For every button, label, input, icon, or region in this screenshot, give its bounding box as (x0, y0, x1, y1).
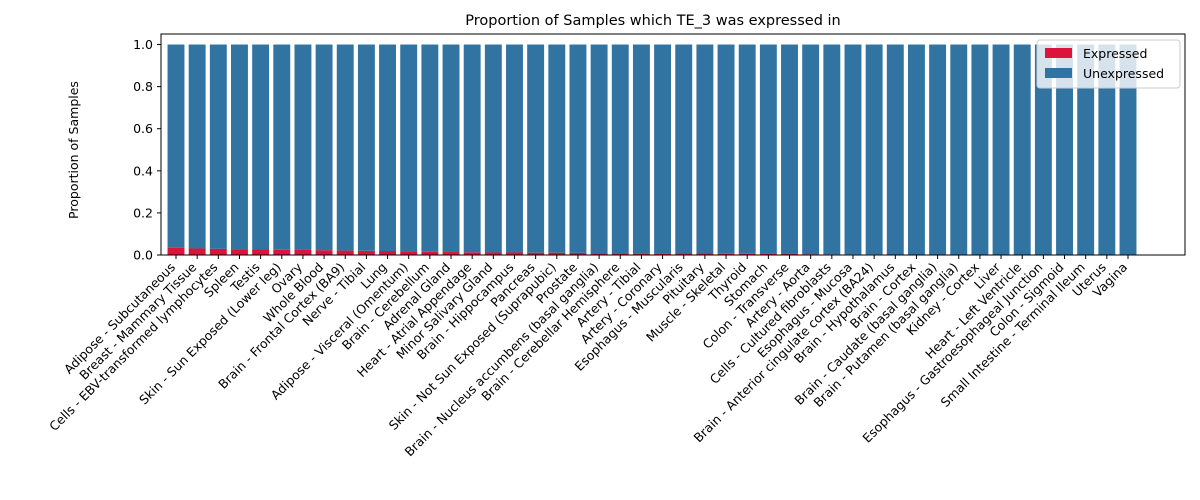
bar-expressed (231, 249, 248, 255)
bar-unexpressed (231, 44, 248, 250)
bar-expressed (654, 253, 672, 255)
bar-expressed (252, 249, 270, 255)
bar-expressed (611, 253, 629, 255)
y-tick-label: 0.8 (133, 79, 153, 94)
bar-unexpressed (209, 44, 227, 249)
bar-unexpressed (781, 44, 798, 254)
bar-expressed (527, 252, 545, 255)
bar-unexpressed (759, 44, 777, 254)
bar-unexpressed (844, 44, 862, 255)
bar-expressed (717, 253, 735, 255)
bar-unexpressed (590, 44, 608, 254)
bar-unexpressed (484, 44, 502, 253)
bar-expressed (188, 248, 206, 255)
bar-expressed (632, 253, 650, 255)
bars (167, 44, 1137, 255)
bar-expressed (696, 253, 714, 255)
bar-unexpressed (907, 44, 925, 255)
bar-expressed (738, 253, 756, 255)
chart-title: Proportion of Samples which TE_3 was exp… (465, 13, 840, 29)
bar-expressed (357, 250, 375, 255)
bar-unexpressed (738, 44, 756, 254)
bar-unexpressed (992, 44, 1010, 255)
bar-expressed (400, 251, 418, 255)
bar-unexpressed (315, 44, 333, 251)
bar-expressed (379, 251, 397, 255)
bar-expressed (273, 249, 291, 255)
bar-unexpressed (632, 44, 650, 254)
bar-unexpressed (1013, 44, 1031, 255)
bar-unexpressed (1056, 44, 1073, 255)
bar-expressed (506, 252, 523, 255)
bar-expressed (548, 252, 566, 255)
bar-unexpressed (294, 44, 312, 250)
y-tick-label: 0.6 (133, 121, 153, 136)
legend-label: Expressed (1083, 46, 1147, 61)
bar-unexpressed (188, 44, 206, 249)
bar-unexpressed (273, 44, 291, 250)
bar-unexpressed (675, 44, 693, 254)
bar-unexpressed (252, 44, 270, 250)
bar-unexpressed (336, 44, 354, 251)
bar-unexpressed (654, 44, 672, 254)
bar-expressed (421, 251, 439, 255)
bar-unexpressed (548, 44, 566, 253)
legend-swatch (1045, 48, 1072, 58)
bar-unexpressed (1077, 44, 1095, 255)
legend-box (1036, 39, 1181, 89)
bar-expressed (781, 253, 798, 255)
legend-label: Unexpressed (1083, 66, 1164, 81)
bar-expressed (336, 250, 354, 255)
bar-unexpressed (167, 44, 185, 248)
bar-unexpressed (463, 44, 481, 253)
bar-unexpressed (357, 44, 375, 251)
legend: Expressed Unexpressed (1036, 39, 1181, 89)
bar-expressed (590, 253, 608, 255)
bar-unexpressed (400, 44, 418, 252)
bar-unexpressed (611, 44, 629, 254)
bar-unexpressed (696, 44, 714, 254)
bar-unexpressed (886, 44, 904, 255)
bar-unexpressed (1034, 44, 1052, 255)
bar-expressed (442, 252, 460, 255)
y-tick-label: 0.4 (133, 163, 153, 178)
bar-unexpressed (802, 44, 820, 255)
y-tick-label: 1.0 (133, 37, 153, 52)
y-axis-ticks: 0.0 0.2 0.4 0.6 0.8 1.0 (133, 37, 161, 263)
bar-unexpressed (929, 44, 947, 255)
bar-unexpressed (717, 44, 735, 254)
legend-swatch (1045, 68, 1072, 78)
plot-frame (160, 33, 1186, 256)
bar-unexpressed (823, 44, 841, 255)
y-axis-label: Proportion of Samples (66, 81, 81, 219)
bar-unexpressed (379, 44, 397, 251)
bar-unexpressed (506, 44, 523, 253)
bar-unexpressed (442, 44, 460, 253)
bar-unexpressed (421, 44, 439, 252)
bar-expressed (569, 252, 587, 255)
y-tick-label: 0.2 (133, 205, 153, 220)
bar-unexpressed (950, 44, 968, 255)
bar-expressed (315, 250, 333, 255)
bar-expressed (294, 249, 312, 255)
bar-expressed (167, 247, 185, 255)
bar-unexpressed (569, 44, 587, 253)
bar-expressed (209, 248, 227, 255)
bar-expressed (759, 253, 777, 255)
bar-unexpressed (1098, 44, 1116, 255)
bar-unexpressed (971, 44, 989, 255)
bar-expressed (463, 252, 481, 255)
y-tick-label: 0.0 (133, 248, 153, 263)
bar-expressed (675, 253, 693, 255)
bar-unexpressed (865, 44, 883, 255)
bar-expressed (484, 252, 502, 255)
bar-unexpressed (1119, 44, 1137, 255)
bar-unexpressed (527, 44, 545, 253)
